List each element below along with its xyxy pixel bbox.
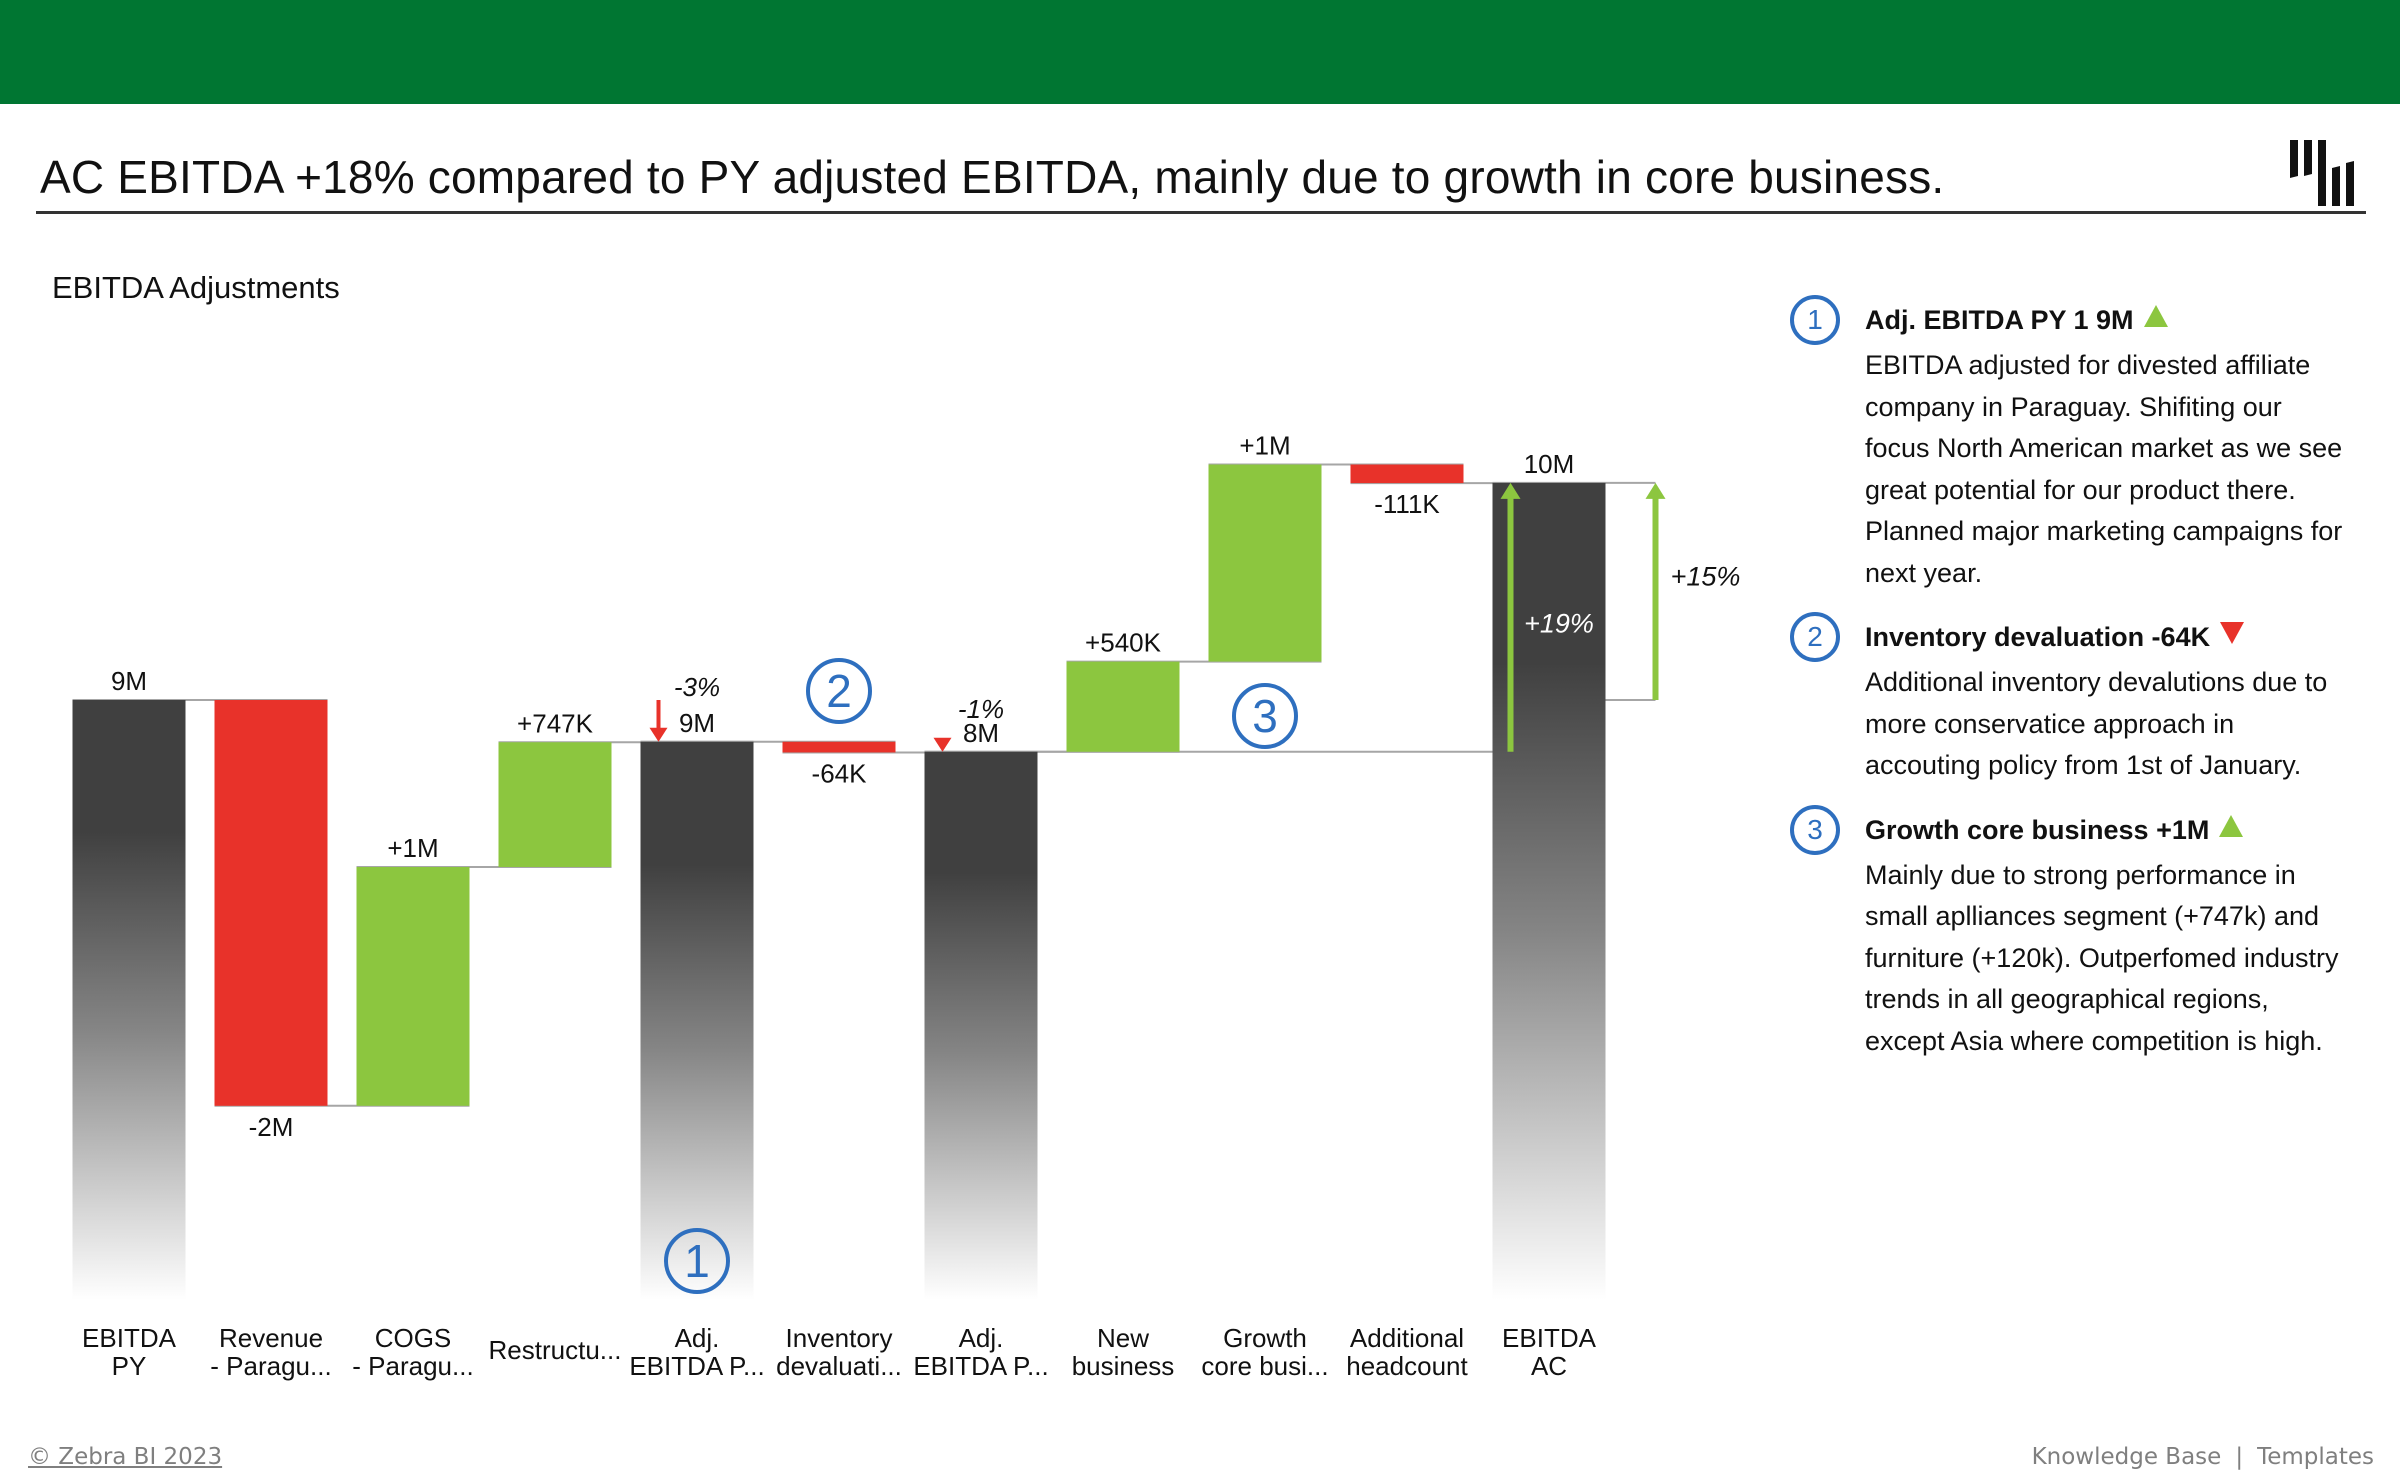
bar-total <box>640 741 754 1300</box>
category-label: business <box>1072 1351 1175 1381</box>
triangle-up-icon <box>2219 814 2244 837</box>
value-label: -111K <box>1374 489 1440 519</box>
triangle-down-icon <box>2220 622 2245 644</box>
callout-number: 3 <box>1252 690 1278 742</box>
value-label: 10M <box>1524 449 1575 479</box>
commentary-heading-text: Growth core business +1M <box>1865 814 2210 845</box>
commentary-item: 1 Adj. EBITDA PY 1 9M EBITDA adjusted fo… <box>1790 295 2350 594</box>
footer-links: Knowledge Base | Templates <box>2032 1444 2374 1470</box>
comparison-arrow-head-icon <box>1500 482 1521 499</box>
value-label: -64K <box>812 758 868 788</box>
category-label: - Paragu... <box>210 1351 331 1381</box>
knowledge-base-link[interactable]: Knowledge Base <box>2031 1444 2222 1470</box>
comparison-label: +19% <box>1524 608 1594 638</box>
category-label: EBITDA P... <box>913 1351 1048 1381</box>
commentary-body: EBITDA adjusted for divested affiliate c… <box>1865 350 2343 588</box>
category-label: EBITDA P... <box>629 1351 764 1381</box>
zebra-bi-logo-icon <box>2290 140 2354 206</box>
commentary-heading-text: Inventory devaluation -64K <box>1865 622 2211 652</box>
callout-number-icon: 3 <box>1790 804 1840 855</box>
callout-circle-icon <box>806 658 872 724</box>
bar-decrease <box>782 741 896 753</box>
value-label: 9M <box>111 666 147 696</box>
footer-separator: | <box>2235 1444 2244 1470</box>
templates-link[interactable]: Templates <box>2257 1444 2374 1470</box>
category-label: headcount <box>1346 1351 1468 1381</box>
comparison-arrow-head-icon <box>1645 482 1666 499</box>
category-label: Growth <box>1223 1323 1307 1353</box>
value-label: +540K <box>1085 628 1162 658</box>
callout-number: 1 <box>684 1235 710 1287</box>
deviation-arrow-head-icon <box>649 727 668 742</box>
category-label: Restructu... <box>489 1335 622 1365</box>
comparison-label: +15% <box>1671 561 1741 591</box>
value-label: 8M <box>963 718 999 748</box>
category-label: Additional <box>1350 1323 1464 1353</box>
value-label: +1M <box>387 833 438 863</box>
category-label: Inventory <box>786 1323 893 1353</box>
chart-title: EBITDA Adjustments <box>52 270 340 305</box>
commentary-heading: Growth core business +1M <box>1865 805 2350 855</box>
category-label: AC <box>1531 1351 1567 1381</box>
category-label: EBITDA <box>1502 1323 1597 1353</box>
commentary-body: Mainly due to strong performance in smal… <box>1865 859 2339 1056</box>
value-label: -2M <box>249 1112 294 1142</box>
callout-number: 2 <box>826 665 852 717</box>
value-label: +1M <box>1239 431 1290 461</box>
triangle-up-icon <box>2143 305 2168 327</box>
bar-total <box>924 751 1038 1300</box>
page-title: AC EBITDA +18% compared to PY adjusted E… <box>40 151 1945 203</box>
category-label: core busi... <box>1201 1351 1328 1381</box>
bar-increase <box>498 742 612 867</box>
callout-number-icon: 1 <box>1790 295 1840 345</box>
bar-increase <box>1208 464 1322 662</box>
category-label: COGS <box>375 1323 452 1353</box>
bar-total <box>72 700 186 1300</box>
commentary-heading: Adj. EBITDA PY 1 9M <box>1865 295 2350 345</box>
commentary-heading: Inventory devaluation -64K <box>1865 612 2350 662</box>
bar-decrease <box>1350 464 1464 484</box>
commentary-item: 2 Inventory devaluation -64K Additional … <box>1790 612 2350 787</box>
commentary-body: Additional inventory devalutions due to … <box>1865 667 2328 780</box>
category-label: Adj. <box>675 1323 720 1353</box>
bar-increase <box>1066 661 1180 752</box>
value-label: +747K <box>517 708 594 738</box>
callout-circle-icon <box>664 1228 730 1294</box>
commentary-panel: 1 Adj. EBITDA PY 1 9M EBITDA adjusted fo… <box>1790 295 2350 1080</box>
category-label: Adj. <box>959 1323 1004 1353</box>
category-label: devaluati... <box>776 1351 902 1381</box>
category-label: EBITDA <box>82 1323 177 1353</box>
commentary-heading-text: Adj. EBITDA PY 1 9M <box>1865 305 2134 335</box>
value-label: 9M <box>679 708 715 738</box>
category-label: Revenue <box>219 1323 323 1353</box>
copyright-link[interactable]: © Zebra BI 2023 <box>28 1444 223 1470</box>
callout-number-icon: 2 <box>1790 612 1840 662</box>
waterfall-chart: 1 2 3 9M -2M +1M +747K 9M -64K 8M +540K +1M -111K 10… <box>72 431 1741 1381</box>
category-label: - Paragu... <box>352 1351 473 1381</box>
deviation-label: -1% <box>958 694 1004 724</box>
bar-decrease <box>214 700 328 1106</box>
top-banner <box>0 0 2400 104</box>
category-label: PY <box>112 1351 147 1381</box>
bar-increase <box>356 867 470 1106</box>
deviation-arrow-head-icon <box>933 737 952 752</box>
title-underline <box>36 211 2366 214</box>
callout-circle-icon <box>1232 683 1298 749</box>
commentary-item: 3 Growth core business +1M Mainly due to… <box>1790 804 2350 1063</box>
category-label: New <box>1097 1323 1149 1353</box>
deviation-label: -3% <box>674 672 720 702</box>
